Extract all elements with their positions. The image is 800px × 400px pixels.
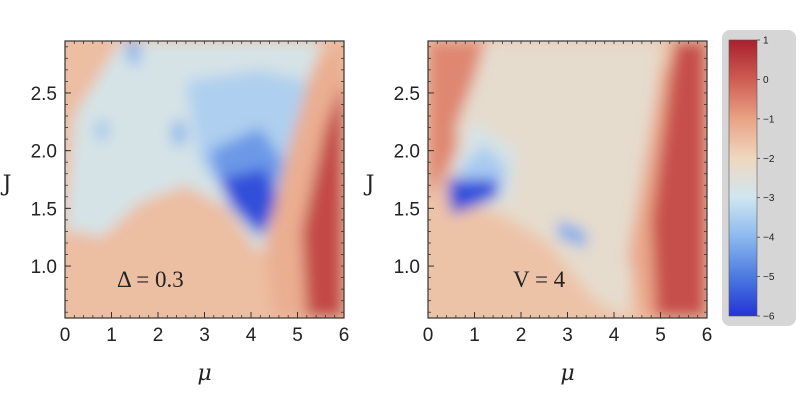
x-tick-label: 6 bbox=[339, 325, 350, 346]
heatmap-region bbox=[455, 41, 661, 318]
heatmap-region bbox=[428, 41, 484, 197]
y-tick-label: 2.0 bbox=[31, 142, 57, 163]
x-axis-label: μ bbox=[197, 361, 211, 386]
x-tick-label: 1 bbox=[469, 325, 480, 346]
heatmap-region bbox=[446, 179, 498, 215]
heatmap-panel-delta: 0 1 2 3 4 5 6 1.0 1.5 2.0 2.5 μ J Δ = 0.3 bbox=[1, 40, 350, 386]
panel-annotation: Δ = 0.3 bbox=[117, 267, 184, 292]
x-axis-label: μ bbox=[560, 361, 574, 386]
heatmap-region bbox=[171, 121, 186, 145]
x-tick-label: 3 bbox=[199, 325, 210, 346]
y-tick-label: 1.0 bbox=[31, 257, 57, 278]
y-tick-label: 2.0 bbox=[394, 142, 420, 163]
colorbar-tick-label: −4 bbox=[763, 233, 775, 244]
heatmap-region bbox=[97, 121, 107, 140]
x-tick-label: 6 bbox=[702, 325, 713, 346]
heatmap-field bbox=[428, 41, 707, 318]
colorbar-tick-label: −5 bbox=[763, 272, 775, 283]
y-axis-label: J bbox=[364, 172, 375, 197]
x-tick-label: 4 bbox=[246, 325, 257, 346]
colorbar-tick-label: −3 bbox=[763, 193, 775, 204]
y-tick-label: 2.5 bbox=[394, 84, 420, 105]
heatmap-panel-v: 0 1 2 3 4 5 6 1.0 1.5 2.0 2.5 μ J V = 4 bbox=[364, 40, 713, 386]
colorbar-tick-label: −6 bbox=[763, 312, 775, 323]
x-tick-label: 3 bbox=[562, 325, 573, 346]
x-tick-label: 1 bbox=[106, 325, 117, 346]
x-tick-label: 4 bbox=[609, 325, 620, 346]
y-tick-label: 1.0 bbox=[394, 257, 420, 278]
heatmap-field bbox=[65, 41, 344, 318]
x-tick-label: 0 bbox=[423, 325, 434, 346]
y-tick-label: 2.5 bbox=[31, 84, 57, 105]
colorbar-gradient bbox=[728, 39, 758, 317]
colorbar: 1 0 −1 −2 −3 −4 −5 −6 bbox=[722, 30, 796, 326]
x-tick-label: 2 bbox=[153, 325, 164, 346]
colorbar-tick-label: −2 bbox=[763, 154, 775, 165]
y-axis-label: J bbox=[1, 172, 12, 197]
heatmap-region bbox=[302, 81, 344, 318]
y-tick-label: 1.5 bbox=[394, 199, 420, 220]
x-tick-label: 5 bbox=[292, 325, 303, 346]
colorbar-ticks: 1 0 −1 −2 −3 −4 −5 −6 bbox=[757, 36, 775, 323]
panel-annotation: V = 4 bbox=[513, 267, 566, 292]
heatmap-region bbox=[125, 41, 140, 65]
colorbar-tick-label: 0 bbox=[763, 75, 769, 86]
heatmap-region bbox=[218, 168, 279, 238]
heatmap-region bbox=[558, 219, 587, 249]
colorbar-tick-label: 1 bbox=[763, 36, 769, 47]
x-tick-label: 2 bbox=[516, 325, 527, 346]
x-tick-label: 5 bbox=[655, 325, 666, 346]
y-tick-label: 1.5 bbox=[31, 199, 57, 220]
heatmap-region bbox=[651, 41, 707, 318]
colorbar-tick-label: −1 bbox=[763, 114, 775, 125]
x-tick-label: 0 bbox=[60, 325, 71, 346]
